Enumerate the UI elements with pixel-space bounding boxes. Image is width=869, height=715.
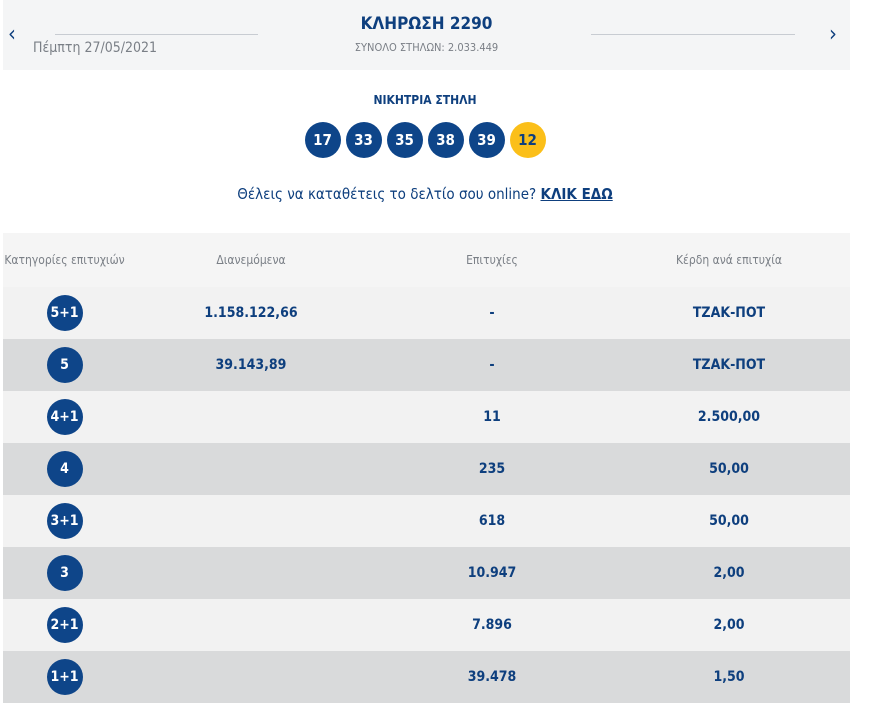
distributed-cell	[126, 443, 376, 495]
table-row: 3 10.947 2,00	[3, 547, 850, 599]
table-row: 1+1 39.478 1,50	[3, 651, 850, 703]
prize-cell: ΤΖΑΚ-ΠΟΤ	[608, 287, 850, 339]
winners-cell: 10.947	[376, 547, 608, 599]
category-cell: 5+1	[3, 287, 126, 339]
distributed-cell: 1.158.122,66	[126, 287, 376, 339]
prize-cell: 2,00	[608, 599, 850, 651]
distributed-cell	[126, 651, 376, 703]
table-row: 4 235 50,00	[3, 443, 850, 495]
total-columns: ΣΥΝΟΛΟ ΣΤΗΛΩΝ: 2.033.449	[354, 41, 499, 54]
col-header-prize: Κέρδη ανά επιτυχία	[608, 233, 850, 287]
distributed-cell	[126, 391, 376, 443]
category-cell: 4+1	[3, 391, 126, 443]
draw-header: ‹ › Πέμπτη 27/05/2021 ΚΛΗΡΩΣΗ 2290 ΣΥΝΟΛ…	[3, 0, 850, 70]
chevron-left-icon[interactable]: ‹	[8, 22, 16, 47]
distributed-cell	[126, 547, 376, 599]
joker-ball: 12	[509, 122, 546, 158]
category-badge: 2+1	[46, 607, 83, 643]
table-row: 4+1 11 2.500,00	[3, 391, 850, 443]
winning-title: ΝΙΚΗΤΡΙΑ ΣΤΗΛΗ	[373, 93, 477, 107]
divider	[591, 34, 795, 35]
category-badge: 3	[46, 555, 83, 591]
draw-date: Πέμπτη 27/05/2021	[33, 40, 158, 56]
category-badge: 4	[46, 451, 83, 487]
distributed-cell: 39.143,89	[126, 339, 376, 391]
distributed-cell	[126, 599, 376, 651]
category-badge: 4+1	[46, 399, 83, 435]
winners-cell: 7.896	[376, 599, 608, 651]
draw-title: ΚΛΗΡΩΣΗ 2290	[360, 14, 493, 34]
category-badge: 5+1	[46, 295, 83, 331]
winners-cell: 618	[376, 495, 608, 547]
number-ball: 17	[304, 122, 341, 158]
category-badge: 5	[46, 347, 83, 383]
category-cell: 2+1	[3, 599, 126, 651]
number-ball: 39	[468, 122, 505, 158]
prize-cell: 1,50	[608, 651, 850, 703]
category-cell: 3	[3, 547, 126, 599]
category-cell: 4	[3, 443, 126, 495]
prize-cell: 50,00	[608, 443, 850, 495]
divider	[55, 34, 258, 35]
table-row: 5+1 1.158.122,66 - ΤΖΑΚ-ΠΟΤ	[3, 287, 850, 339]
prize-cell: 2.500,00	[608, 391, 850, 443]
category-cell: 5	[3, 339, 126, 391]
col-header-winners: Επιτυχίες	[376, 233, 608, 287]
online-text: Θέλεις να καταθέτεις το δελτίο σου onlin…	[237, 185, 541, 203]
chevron-right-icon[interactable]: ›	[829, 22, 837, 47]
table-row: 3+1 618 50,00	[3, 495, 850, 547]
click-here-link[interactable]: ΚΛΙΚ ΕΔΩ	[540, 185, 613, 203]
online-prompt: Θέλεις να καταθέτεις το δελτίο σου onlin…	[0, 185, 850, 203]
winning-numbers: 17 33 35 38 39 12	[0, 122, 850, 158]
winners-cell: 11	[376, 391, 608, 443]
winners-cell: -	[376, 287, 608, 339]
category-cell: 3+1	[3, 495, 126, 547]
prize-cell: 2,00	[608, 547, 850, 599]
category-badge: 3+1	[46, 503, 83, 539]
category-cell: 1+1	[3, 651, 126, 703]
number-ball: 35	[386, 122, 423, 158]
col-header-distributed: Διανεμόμενα	[126, 233, 376, 287]
table-row: 2+1 7.896 2,00	[3, 599, 850, 651]
winners-cell: 39.478	[376, 651, 608, 703]
prize-cell: ΤΖΑΚ-ΠΟΤ	[608, 339, 850, 391]
winners-cell: 235	[376, 443, 608, 495]
number-ball: 33	[345, 122, 382, 158]
table-row: 5 39.143,89 - ΤΖΑΚ-ΠΟΤ	[3, 339, 850, 391]
prize-table: Κατηγορίες επιτυχιών Διανεμόμενα Επιτυχί…	[3, 233, 850, 703]
category-badge: 1+1	[46, 659, 83, 695]
distributed-cell	[126, 495, 376, 547]
col-header-category: Κατηγορίες επιτυχιών	[3, 233, 126, 287]
winners-cell: -	[376, 339, 608, 391]
number-ball: 38	[427, 122, 464, 158]
prize-cell: 50,00	[608, 495, 850, 547]
